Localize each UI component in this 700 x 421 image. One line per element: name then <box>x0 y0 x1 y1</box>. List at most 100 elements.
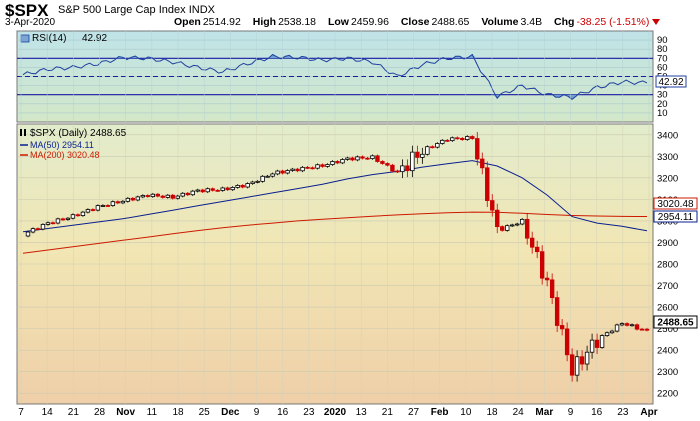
candle <box>385 162 390 167</box>
candle <box>325 163 330 168</box>
x-tick-label: 16 <box>277 407 289 418</box>
candle <box>190 189 195 197</box>
candle <box>564 322 570 362</box>
x-tick-label: 21 <box>382 407 394 418</box>
candle <box>335 160 340 165</box>
candle <box>455 136 460 140</box>
candle <box>110 200 116 207</box>
candle <box>345 156 350 161</box>
ma200-value-tag: 3020.48 <box>653 197 698 210</box>
candle <box>450 136 455 142</box>
price-tick-label: 3200 <box>657 173 678 184</box>
candle <box>510 223 515 227</box>
candle <box>544 271 550 287</box>
candle <box>529 231 535 254</box>
ma200-line <box>22 211 648 254</box>
candle <box>65 216 71 221</box>
candle <box>60 217 66 221</box>
legend-price: $SPX (Daily) 2488.65 <box>20 128 127 139</box>
legend-price-text: $SPX (Daily) 2488.65 <box>30 128 127 139</box>
candle <box>415 145 420 164</box>
rsi-tick-label: 60 <box>657 62 668 73</box>
candle <box>225 186 230 191</box>
candle <box>280 169 285 175</box>
candle <box>604 331 610 337</box>
svg-text:2954.11: 2954.11 <box>658 212 694 223</box>
candle <box>355 155 360 162</box>
candle <box>579 350 585 371</box>
price-tick-label: 2800 <box>657 260 678 271</box>
chart-header: $SPX S&P 500 Large Cap Index INDX 3-Apr-… <box>0 0 700 31</box>
candle <box>365 156 370 160</box>
candle <box>515 222 520 227</box>
candle <box>25 230 31 238</box>
candle <box>275 169 280 176</box>
candle <box>350 156 355 162</box>
candle <box>500 225 505 232</box>
price-tick-label: 2600 <box>657 303 678 314</box>
price-tick-label: 3400 <box>657 130 678 141</box>
x-tick-label: 18 <box>486 407 498 418</box>
candle <box>619 322 625 327</box>
candle <box>195 188 200 193</box>
candle <box>549 273 555 305</box>
ma50-value-tag: 2954.11 <box>653 210 698 223</box>
candle <box>460 137 465 141</box>
candle <box>45 221 51 226</box>
x-tick-label: 27 <box>408 407 420 418</box>
candle <box>150 192 155 198</box>
candle <box>245 182 250 189</box>
candle <box>539 245 545 285</box>
candle <box>35 227 41 231</box>
legend-ma200: MA(200) 3020.48 <box>20 150 100 160</box>
x-tick-label: Nov <box>116 407 135 418</box>
candle <box>145 194 150 198</box>
candle <box>300 166 305 173</box>
candle <box>554 291 560 332</box>
candle <box>614 323 620 333</box>
rsi-value-tag: 42.92 <box>655 75 687 88</box>
candle <box>230 186 235 191</box>
candle <box>629 323 635 327</box>
legend-ma50: MA(50) 2954.11 <box>20 140 94 150</box>
x-tick-label: 9 <box>254 407 260 418</box>
candle <box>410 145 415 178</box>
candle <box>90 208 96 212</box>
x-tick-label: 21 <box>68 407 80 418</box>
price-tick-label: 2300 <box>657 367 678 378</box>
price-tick-label: 2900 <box>657 238 678 249</box>
candle <box>485 161 490 208</box>
x-tick-label: 7 <box>18 407 24 418</box>
candle <box>210 187 215 192</box>
candle <box>445 139 450 142</box>
rsi-tick-label: 90 <box>657 35 668 46</box>
x-tick-label: 23 <box>617 407 629 418</box>
candle <box>160 194 165 199</box>
candle <box>85 208 91 214</box>
candle <box>395 169 400 173</box>
price-tick-label: 3300 <box>657 152 678 163</box>
candle <box>250 180 255 185</box>
rsi-legend: RSI(14) 42.92 <box>20 33 107 44</box>
candle <box>370 154 375 160</box>
ma50-line <box>22 160 648 233</box>
candle <box>55 217 61 225</box>
candle <box>240 184 245 189</box>
candle <box>599 334 605 349</box>
candle <box>330 160 335 166</box>
candle <box>380 160 385 165</box>
x-tick-label: Mar <box>535 407 553 418</box>
candle <box>30 227 36 234</box>
last-price-tag: 2488.65 <box>653 315 698 329</box>
candle <box>589 333 595 359</box>
symbol: $SPX <box>5 1 49 20</box>
candle <box>420 147 425 164</box>
candle <box>80 210 86 217</box>
candle <box>155 192 160 198</box>
candle <box>520 218 525 226</box>
candle <box>524 212 530 245</box>
candle <box>534 240 540 259</box>
candle <box>255 180 260 184</box>
candle <box>135 195 141 202</box>
